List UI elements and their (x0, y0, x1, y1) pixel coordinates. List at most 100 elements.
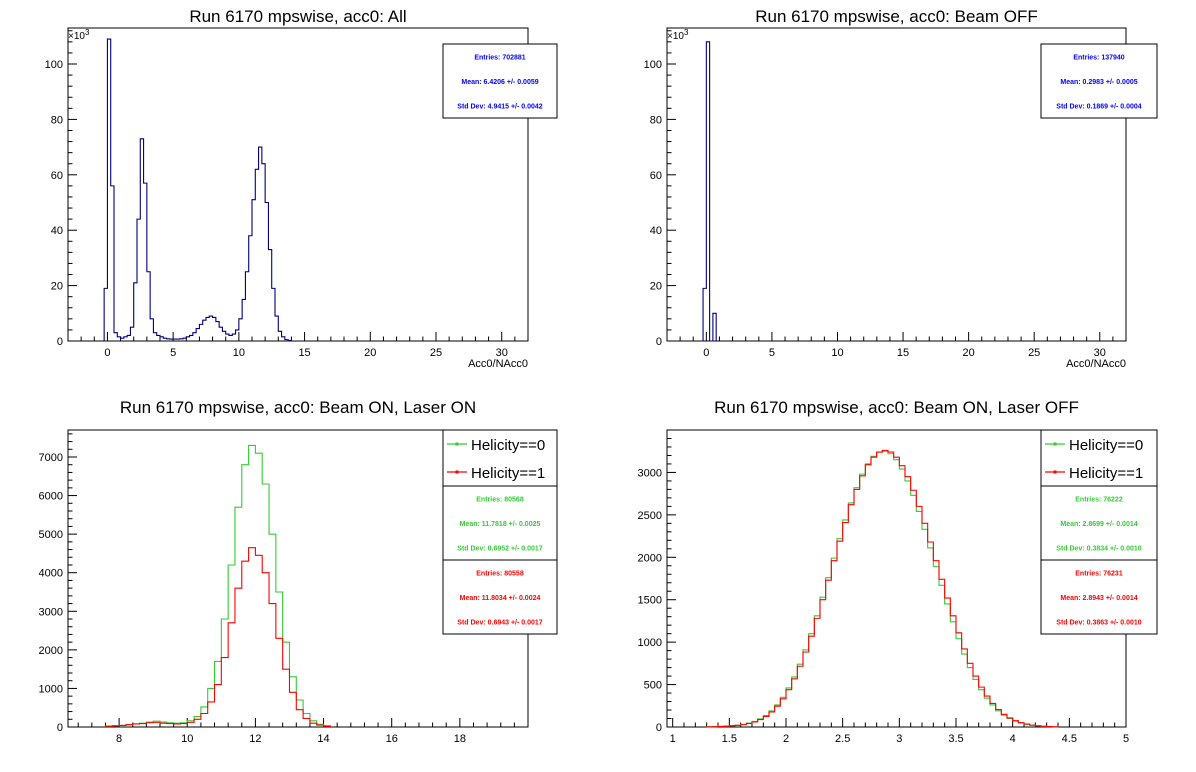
y-exponent-label: ×103 (68, 28, 90, 42)
x-tick-label: 3.5 (948, 733, 963, 745)
y-tick-label: 100 (45, 59, 63, 71)
histogram-series-1 (702, 41, 717, 342)
x-tick-label: 30 (496, 347, 508, 359)
histogram-series-2 (104, 547, 331, 727)
legend-entry: Helicity==1 (1069, 465, 1143, 482)
histogram-series-2 (706, 449, 1059, 728)
y-tick-label: 1000 (638, 637, 662, 649)
panel-1: Run 6170 mpswise, acc0: All 0 5 10 15 20 25 30 0… (45, 7, 558, 370)
x-tick-label: 10 (181, 733, 193, 745)
y-tick-label: 1000 (39, 683, 63, 695)
y-tick-label: 20 (51, 281, 63, 293)
y-tick-label: 20 (650, 281, 662, 293)
y-tick-label: 1500 (638, 595, 662, 607)
stats-entries: Entries: 702881 (474, 54, 525, 61)
x-tick-label: 14 (317, 733, 329, 745)
panel-title: Run 6170 mpswise, acc0: Beam OFF (755, 7, 1038, 26)
panel-2: Run 6170 mpswise, acc0: Beam OFF 0 5 10 15 20… (644, 7, 1158, 370)
x-tick-label: 2 (783, 733, 789, 745)
stats-box: Entries: 702881 Mean: 6.4206 +/- 0.0059 St… (442, 43, 558, 119)
stats-entries: Entries: 80558 (476, 570, 524, 577)
legend-marker (1053, 442, 1057, 446)
legend-marker (455, 470, 459, 474)
stats-box-frame (442, 429, 558, 635)
x-tick-label: 8 (116, 733, 122, 745)
x-tick-label: 15 (897, 347, 909, 359)
stats-std-dev: Std Dev: 0.1869 +/- 0.0004 (1056, 104, 1142, 111)
x-axis-label: Acc0/NAcc0 (468, 358, 528, 370)
y-tick-label: 500 (644, 680, 662, 692)
x-axis-label: Acc0/NAcc0 (1066, 358, 1126, 370)
stats-std-dev: Std Dev: 4.9415 +/- 0.0042 (457, 104, 543, 111)
x-tick-label: 5 (1123, 733, 1129, 745)
stats-box-frame (1040, 43, 1158, 119)
stats-mean: Mean: 2.8699 +/- 0.0014 (1060, 521, 1137, 528)
panel-3: Run 6170 mpswise, acc0: Beam ON, Laser O… (39, 398, 558, 745)
x-tick-label: 5 (769, 347, 775, 359)
stats-entries: Entries: 137940 (1073, 54, 1124, 61)
y-tick-label: 2000 (638, 552, 662, 564)
y-tick-label: 80 (650, 114, 662, 126)
stats-entries: Entries: 80568 (476, 496, 524, 503)
y-tick-label: 7000 (39, 452, 63, 464)
x-tick-label: 25 (1028, 347, 1040, 359)
stats-mean: Mean: 2.8943 +/- 0.0014 (1060, 595, 1137, 602)
y-tick-label: 40 (650, 225, 662, 237)
x-tick-label: 10 (233, 347, 245, 359)
stats-entries: Entries: 76222 (1075, 496, 1123, 503)
y-tick-label: 0 (656, 722, 662, 734)
stats-mean: Mean: 0.2983 +/- 0.0005 (1060, 79, 1137, 86)
stats-mean: Mean: 11.8034 +/- 0.0024 (460, 595, 541, 602)
legend-marker (455, 442, 459, 446)
y-tick-label: 100 (644, 59, 662, 71)
panel-title: Run 6170 mpswise, acc0: Beam ON, Laser O… (120, 398, 476, 417)
stats-box: Entries: 137940 Mean: 0.2983 +/- 0.0005 St… (1040, 43, 1158, 119)
x-tick-label: 0 (703, 347, 709, 359)
x-tick-label: 12 (249, 733, 261, 745)
y-exponent-label: ×103 (667, 28, 689, 42)
x-tick-label: 10 (831, 347, 843, 359)
x-tick-label: 30 (1094, 347, 1106, 359)
x-tick-label: 4 (1010, 733, 1016, 745)
x-tick-label: 18 (454, 733, 466, 745)
x-tick-label: 16 (386, 733, 398, 745)
x-tick-label: 2.5 (835, 733, 850, 745)
legend-entry: Helicity==0 (471, 437, 545, 454)
stats-std-dev: Std Dev: 0.3834 +/- 0.0010 (1056, 546, 1142, 553)
stats-box: Helicity==0 Helicity==1 Entries: 76222 Mean… (1040, 429, 1158, 635)
stats-std-dev: Std Dev: 0.3863 +/- 0.0010 (1056, 620, 1142, 627)
y-tick-label: 4000 (39, 568, 63, 580)
panel-title: Run 6170 mpswise, acc0: Beam ON, Laser O… (714, 398, 1079, 417)
y-tick-label: 40 (51, 225, 63, 237)
y-tick-label: 2000 (39, 645, 63, 657)
legend-entry: Helicity==0 (1069, 437, 1143, 454)
y-tick-label: 3000 (39, 606, 63, 618)
x-tick-label: 4.5 (1062, 733, 1077, 745)
plot-frame (666, 27, 1127, 342)
stats-mean: Mean: 6.4206 +/- 0.0059 (461, 79, 538, 86)
stats-mean: Mean: 11.7818 +/- 0.0025 (460, 521, 541, 528)
x-tick-label: 15 (298, 347, 310, 359)
legend-marker (1053, 470, 1057, 474)
x-tick-label: 3 (896, 733, 902, 745)
stats-box-frame (1040, 429, 1158, 635)
stats-box-frame (442, 43, 558, 119)
legend-entry: Helicity==1 (471, 465, 545, 482)
panel-title: Run 6170 mpswise, acc0: All (189, 7, 406, 26)
y-tick-label: 0 (57, 336, 63, 348)
y-tick-label: 80 (51, 114, 63, 126)
x-tick-label: 0 (104, 347, 110, 359)
stats-entries: Entries: 76231 (1075, 570, 1123, 577)
y-tick-label: 60 (51, 170, 63, 182)
histogram-series-1 (103, 38, 292, 341)
y-tick-label: 60 (650, 170, 662, 182)
x-tick-label: 25 (430, 347, 442, 359)
panel-4: Run 6170 mpswise, acc0: Beam ON, Laser O… (638, 398, 1158, 745)
stats-box: Helicity==0 Helicity==1 Entries: 80568 Mean… (442, 429, 558, 635)
x-tick-label: 20 (963, 347, 975, 359)
plot-frame (67, 27, 529, 342)
y-tick-label: 2500 (638, 510, 662, 522)
y-tick-label: 0 (57, 722, 63, 734)
y-tick-label: 5000 (39, 529, 63, 541)
